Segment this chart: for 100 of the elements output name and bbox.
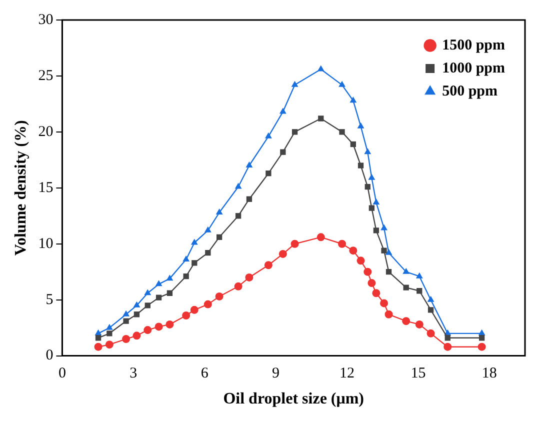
point (133, 301, 140, 308)
y-tick-label: 25 (38, 68, 54, 84)
point (144, 289, 152, 296)
point (190, 306, 198, 314)
point (380, 224, 388, 230)
point (166, 274, 174, 281)
point (215, 292, 224, 300)
point (368, 205, 375, 211)
point (402, 317, 410, 326)
x-tick-label: 3 (130, 366, 138, 382)
point (290, 240, 299, 248)
x-tick-label: 9 (272, 366, 280, 382)
point (166, 290, 173, 296)
point (364, 184, 370, 190)
point (368, 279, 376, 288)
point (350, 96, 357, 103)
point (478, 342, 486, 351)
point (95, 335, 102, 341)
point (385, 248, 392, 255)
legend-label: 500 ppm (442, 83, 498, 100)
legend-label: 1500 ppm (442, 37, 506, 54)
point (205, 250, 211, 256)
y-tick-label: 5 (46, 292, 54, 308)
x-tick-label: 6 (200, 366, 209, 382)
point (416, 272, 423, 278)
point (264, 132, 272, 138)
point (380, 299, 388, 308)
point (182, 312, 190, 320)
y-tick-label: 10 (38, 236, 54, 252)
point (368, 174, 376, 180)
point (190, 238, 198, 245)
point (182, 256, 190, 262)
point (234, 182, 242, 189)
x-tick-label: 0 (58, 366, 66, 382)
point (428, 307, 434, 313)
point (427, 296, 434, 302)
point (280, 149, 286, 155)
point (415, 320, 424, 328)
point (444, 335, 450, 341)
point (372, 289, 380, 298)
point (349, 246, 358, 255)
point (358, 162, 364, 168)
point (373, 228, 380, 234)
point (192, 260, 198, 266)
point (372, 198, 380, 204)
point (278, 250, 287, 258)
point (246, 196, 252, 202)
y-tick-label: 0 (46, 348, 54, 364)
point (166, 320, 174, 328)
x-tick-label: 12 (340, 366, 354, 382)
x-axis-title: Oil droplet size (μm) (223, 390, 364, 408)
point (318, 116, 324, 122)
point (264, 261, 272, 270)
point (291, 80, 298, 87)
point (478, 335, 485, 341)
y-tick-label: 15 (38, 180, 54, 196)
point (386, 269, 392, 275)
point (338, 80, 346, 87)
point (339, 129, 345, 135)
legend-label: 1000 ppm (442, 60, 506, 76)
point (350, 141, 356, 148)
point (403, 284, 409, 290)
x-tick-label: 18 (482, 366, 497, 382)
point (292, 129, 298, 135)
point (338, 240, 346, 248)
point (105, 340, 114, 349)
point (246, 162, 253, 168)
point (134, 312, 140, 318)
point (444, 342, 452, 351)
y-tick-label: 20 (38, 124, 54, 140)
point (122, 310, 130, 316)
point (216, 208, 223, 215)
point (364, 148, 372, 154)
x-tick-label: 15 (410, 366, 426, 382)
point (416, 288, 422, 294)
point (132, 332, 141, 340)
point (123, 318, 129, 324)
point (204, 300, 212, 308)
point (381, 248, 387, 254)
point (384, 310, 393, 318)
point (402, 268, 410, 274)
point (216, 234, 222, 240)
point (144, 326, 152, 334)
point (235, 213, 242, 219)
point (364, 268, 372, 276)
point (94, 329, 102, 336)
point (106, 324, 113, 330)
point (155, 280, 162, 286)
point (279, 108, 286, 114)
point (478, 329, 486, 336)
point (266, 170, 272, 176)
point (316, 233, 325, 242)
point (317, 65, 324, 72)
point (144, 302, 150, 308)
point (156, 294, 162, 300)
y-axis-title: Volume density (%) (12, 120, 30, 256)
point (357, 122, 364, 128)
point (183, 274, 189, 280)
y-tick-label: 30 (38, 12, 54, 28)
point (154, 322, 163, 331)
